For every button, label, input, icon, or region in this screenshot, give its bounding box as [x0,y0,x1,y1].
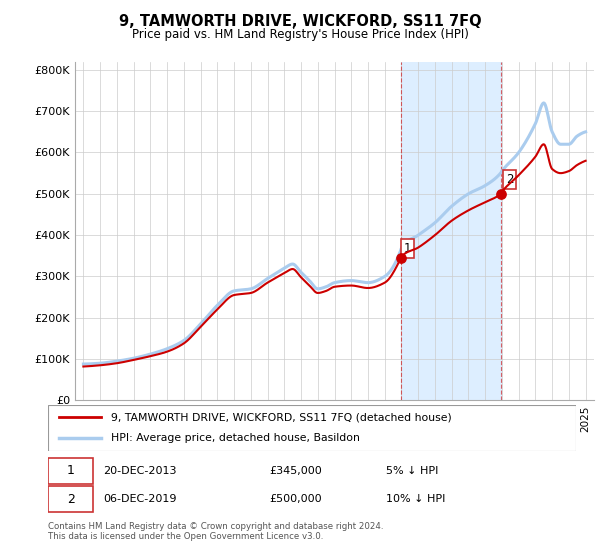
Text: Contains HM Land Registry data © Crown copyright and database right 2024.
This d: Contains HM Land Registry data © Crown c… [48,522,383,542]
Text: 9, TAMWORTH DRIVE, WICKFORD, SS11 7FQ (detached house): 9, TAMWORTH DRIVE, WICKFORD, SS11 7FQ (d… [112,412,452,422]
Text: HPI: Average price, detached house, Basildon: HPI: Average price, detached house, Basi… [112,433,360,444]
Text: 2: 2 [506,173,514,186]
Text: 2: 2 [67,493,74,506]
Text: 06-DEC-2019: 06-DEC-2019 [103,494,177,505]
Text: 5% ↓ HPI: 5% ↓ HPI [386,466,438,476]
Text: Price paid vs. HM Land Registry's House Price Index (HPI): Price paid vs. HM Land Registry's House … [131,28,469,41]
FancyBboxPatch shape [48,458,93,484]
Text: 10% ↓ HPI: 10% ↓ HPI [386,494,445,505]
Point [396,253,406,262]
Text: £345,000: £345,000 [270,466,323,476]
Text: 1: 1 [67,464,74,478]
Text: 20-DEC-2013: 20-DEC-2013 [103,466,177,476]
Text: 9, TAMWORTH DRIVE, WICKFORD, SS11 7FQ: 9, TAMWORTH DRIVE, WICKFORD, SS11 7FQ [119,14,481,29]
FancyBboxPatch shape [48,487,93,512]
Text: £500,000: £500,000 [270,494,322,505]
Text: 1: 1 [404,242,412,255]
Bar [401,62,500,400]
Point [496,189,505,198]
